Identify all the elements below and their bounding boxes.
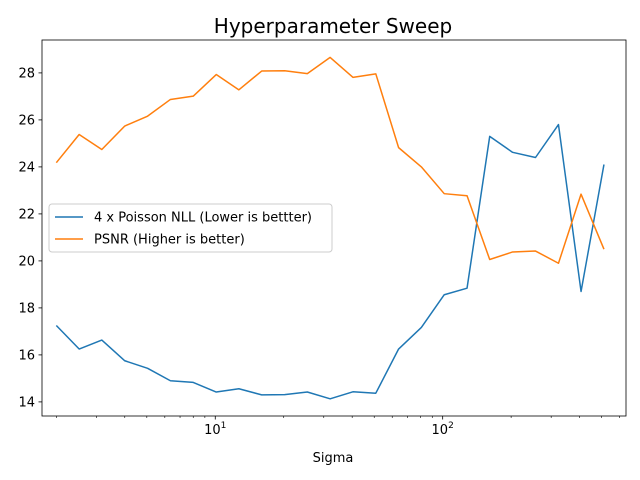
series-line-0 (55, 123, 605, 400)
legend: 4 x Poisson NLL (Lower is bettter) PSNR (… (48, 203, 333, 253)
y-tick-label: 22 (18, 207, 35, 222)
legend-box (48, 203, 333, 253)
y-tick-label: 26 (18, 113, 35, 128)
x-axis-label: Sigma (313, 451, 354, 466)
y-tick-label: 14 (18, 395, 35, 410)
plot-area: 14 16 18 20 22 24 26 28 101 102 (18, 39, 627, 438)
y-tick-label: 28 (18, 66, 35, 81)
y-tick-label: 24 (18, 160, 35, 175)
axes-frame (41, 39, 627, 417)
x-tick-label: 102 (432, 421, 454, 438)
y-tick-label: 18 (18, 301, 35, 316)
x-tick-label: 101 (204, 421, 226, 438)
legend-label-0: 4 x Poisson NLL (Lower is bettter) (94, 211, 312, 226)
y-tick-label: 20 (18, 254, 35, 269)
y-tick-label: 16 (18, 348, 35, 363)
chart-title: Hyperparameter Sweep (214, 14, 452, 38)
series-line-1 (55, 56, 605, 264)
legend-label-1: PSNR (Higher is better) (94, 233, 245, 248)
